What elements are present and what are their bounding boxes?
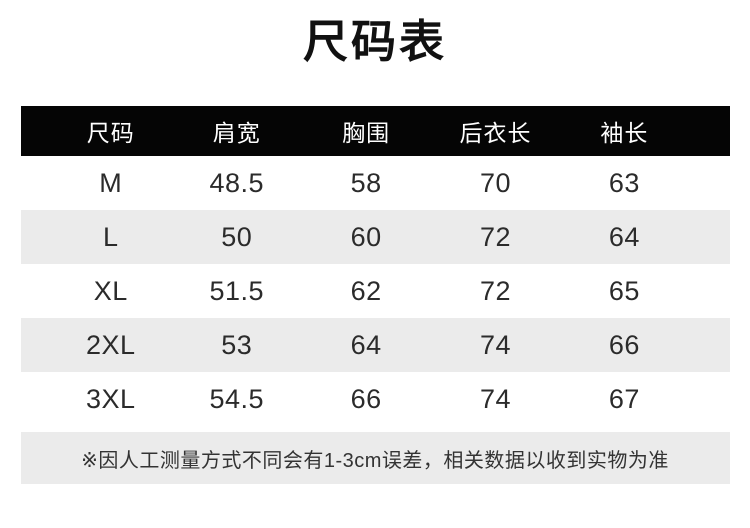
cell-chest: 60 bbox=[300, 210, 432, 264]
page-title: 尺码表 bbox=[302, 16, 447, 67]
table-row-xl: XL 51.5 62 72 65 bbox=[21, 264, 730, 318]
table-row-2xl: 2XL 53 64 74 66 bbox=[20, 318, 730, 372]
cell-size: L bbox=[20, 210, 173, 264]
cell-shoulder: 54.5 bbox=[209, 383, 264, 414]
cell-back-length: 72 bbox=[479, 275, 512, 306]
table-row-m: M 48.5 58 70 63 bbox=[21, 156, 730, 210]
size-table-body: M 48.5 58 70 63 L 50 60 72 64 XL 51.5 62… bbox=[20, 156, 730, 426]
cell-size: M bbox=[99, 167, 123, 198]
cell-size: XL bbox=[93, 275, 128, 306]
col-header-shoulder: 肩宽 bbox=[172, 106, 301, 156]
cell-sleeve-length: 64 bbox=[559, 210, 730, 264]
header-row: 尺码 肩宽 胸围 后衣长 袖长 bbox=[20, 106, 730, 156]
col-header-size: 尺码 bbox=[20, 106, 173, 156]
size-table-header: 尺码 肩宽 胸围 后衣长 袖长 bbox=[20, 106, 730, 156]
col-header-back-length: 后衣长 bbox=[431, 106, 560, 156]
cell-back-length: 72 bbox=[431, 210, 560, 264]
cell-shoulder: 51.5 bbox=[209, 275, 264, 306]
measurement-disclaimer: ※因人工测量方式不同会有1-3cm误差，相关数据以收到实物为准 bbox=[20, 432, 730, 484]
cell-chest: 62 bbox=[350, 275, 382, 306]
table-row-3xl: 3XL 54.5 66 74 67 bbox=[21, 372, 730, 426]
cell-sleeve-length: 66 bbox=[559, 318, 730, 372]
cell-shoulder: 50 bbox=[172, 210, 301, 264]
cell-chest: 66 bbox=[350, 383, 382, 414]
col-header-chest: 胸围 bbox=[300, 106, 432, 156]
cell-sleeve-length: 63 bbox=[608, 167, 640, 198]
cell-sleeve-length: 67 bbox=[608, 383, 640, 414]
cell-back-length: 74 bbox=[479, 383, 512, 414]
table-row-l: L 50 60 72 64 bbox=[20, 210, 730, 264]
cell-sleeve-length: 65 bbox=[608, 275, 640, 306]
cell-chest: 64 bbox=[300, 318, 432, 372]
cell-chest: 58 bbox=[350, 167, 382, 198]
size-table: 尺码 肩宽 胸围 后衣长 袖长 M 48.5 58 70 63 L 50 60 … bbox=[20, 106, 730, 426]
cell-back-length: 74 bbox=[431, 318, 560, 372]
cell-shoulder: 48.5 bbox=[209, 167, 264, 198]
cell-back-length: 70 bbox=[479, 167, 512, 198]
cell-size: 2XL bbox=[20, 318, 173, 372]
cell-shoulder: 53 bbox=[172, 318, 301, 372]
cell-size: 3XL bbox=[85, 383, 136, 414]
col-header-sleeve-length: 袖长 bbox=[559, 106, 730, 156]
